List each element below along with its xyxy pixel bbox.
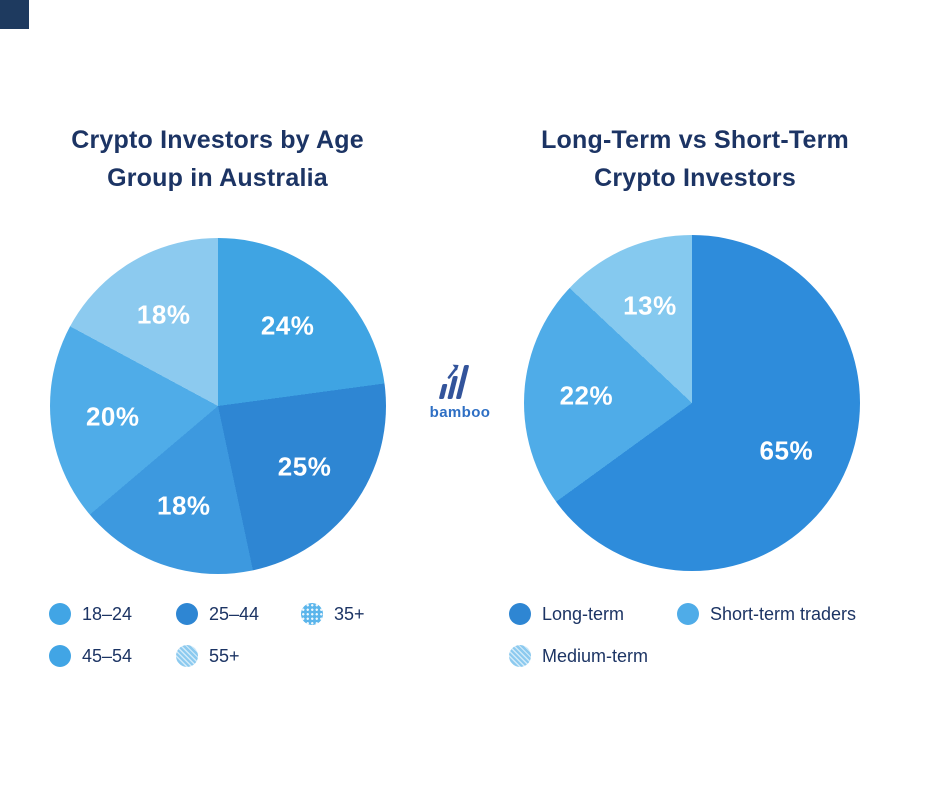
pie-slice-label: 13% — [623, 290, 677, 321]
right-chart-title-line1: Long-Term vs Short-Term — [541, 126, 849, 154]
age-group-pie-chart: 24% 25% 18% 20% 18% — [50, 238, 386, 574]
term-legend: Long-term Short-term traders Medium-term — [509, 601, 856, 669]
legend-item: 45–54 — [49, 643, 176, 669]
bamboo-logo-text: bamboo — [429, 404, 491, 421]
legend-dot-icon — [677, 603, 699, 625]
pie-slice-label: 25% — [277, 451, 332, 482]
pie-slice-label: 18% — [136, 299, 191, 330]
right-chart-title: Long-Term vs Short-Term Crypto Investors — [500, 121, 890, 197]
legend-label: Long-term — [542, 603, 625, 624]
legend-dot-icon — [509, 645, 531, 667]
pie-slice-label: 65% — [759, 435, 814, 466]
left-chart-title-line2: Group in Australia — [107, 164, 328, 192]
bamboo-bars-icon — [439, 364, 469, 399]
age-group-legend: 18–24 25–44 35+ 45–54 55+ — [49, 601, 365, 669]
legend-item: 25–44 — [176, 601, 301, 627]
pie-slice-label: 18% — [157, 490, 211, 521]
legend-dot-icon — [301, 603, 323, 625]
legend-dot-icon — [509, 603, 531, 625]
legend-item: Short-term traders — [677, 601, 856, 627]
right-chart-title-line2: Crypto Investors — [594, 164, 796, 192]
term-pie-chart: 65% 22% 13% — [524, 235, 860, 571]
legend-dot-icon — [176, 645, 198, 667]
legend-item: Medium-term — [509, 643, 677, 669]
legend-label: Short-term traders — [710, 603, 857, 624]
legend-label: 18–24 — [82, 603, 133, 624]
legend-item: Long-term — [509, 601, 677, 627]
legend-label: 35+ — [334, 603, 365, 624]
legend-label: Medium-term — [542, 645, 649, 666]
corner-mark — [0, 0, 29, 29]
pie-slice-label: 22% — [559, 380, 614, 411]
pie-slice-label: 24% — [260, 310, 315, 341]
legend-label: 55+ — [209, 645, 240, 666]
legend-dot-icon — [49, 645, 71, 667]
pie-slice-label: 20% — [85, 401, 140, 432]
legend-label: 25–44 — [209, 603, 260, 624]
legend-dot-icon — [49, 603, 71, 625]
legend-dot-icon — [176, 603, 198, 625]
legend-label: 45–54 — [82, 645, 133, 666]
legend-item: 55+ — [176, 643, 301, 669]
left-chart-title: Crypto Investors by Age Group in Austral… — [30, 121, 405, 197]
legend-item: 35+ — [301, 601, 365, 627]
left-chart-title-line1: Crypto Investors by Age — [71, 126, 364, 154]
bamboo-logo: bamboo — [415, 358, 505, 421]
legend-item: 18–24 — [49, 601, 176, 627]
